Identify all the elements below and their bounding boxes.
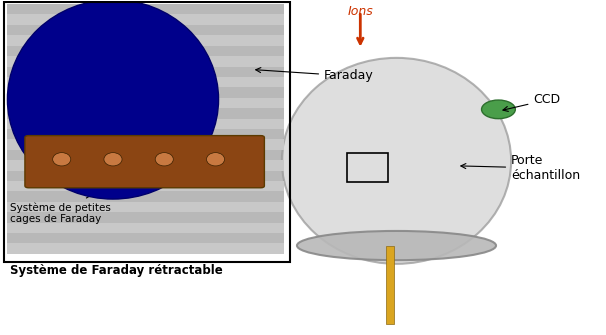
Ellipse shape — [207, 153, 225, 166]
Ellipse shape — [282, 58, 511, 264]
Bar — [7, 98, 284, 108]
Bar — [347, 152, 388, 183]
Ellipse shape — [482, 100, 515, 119]
Text: CCD: CCD — [503, 93, 561, 112]
Text: Système de petites
cages de Faraday: Système de petites cages de Faraday — [10, 168, 137, 224]
Bar — [386, 246, 394, 324]
Text: Ions: Ions — [347, 5, 373, 18]
Bar — [7, 223, 284, 233]
Bar — [7, 14, 284, 25]
Bar — [7, 139, 284, 150]
Bar — [7, 35, 284, 46]
Bar — [7, 4, 284, 254]
FancyBboxPatch shape — [25, 136, 264, 188]
Text: Porte
échantillon: Porte échantillon — [461, 154, 580, 182]
Text: Faraday: Faraday — [256, 68, 374, 82]
Bar — [7, 181, 284, 191]
Ellipse shape — [7, 0, 219, 199]
Bar — [7, 77, 284, 87]
Bar — [7, 244, 284, 254]
Bar — [7, 56, 284, 67]
Bar — [7, 119, 284, 129]
Ellipse shape — [104, 153, 122, 166]
Bar — [7, 160, 284, 171]
Text: Système de Faraday rétractable: Système de Faraday rétractable — [10, 264, 223, 277]
Ellipse shape — [297, 231, 496, 260]
Ellipse shape — [155, 153, 173, 166]
Bar — [7, 202, 284, 212]
Bar — [4, 2, 290, 262]
Ellipse shape — [53, 153, 71, 166]
